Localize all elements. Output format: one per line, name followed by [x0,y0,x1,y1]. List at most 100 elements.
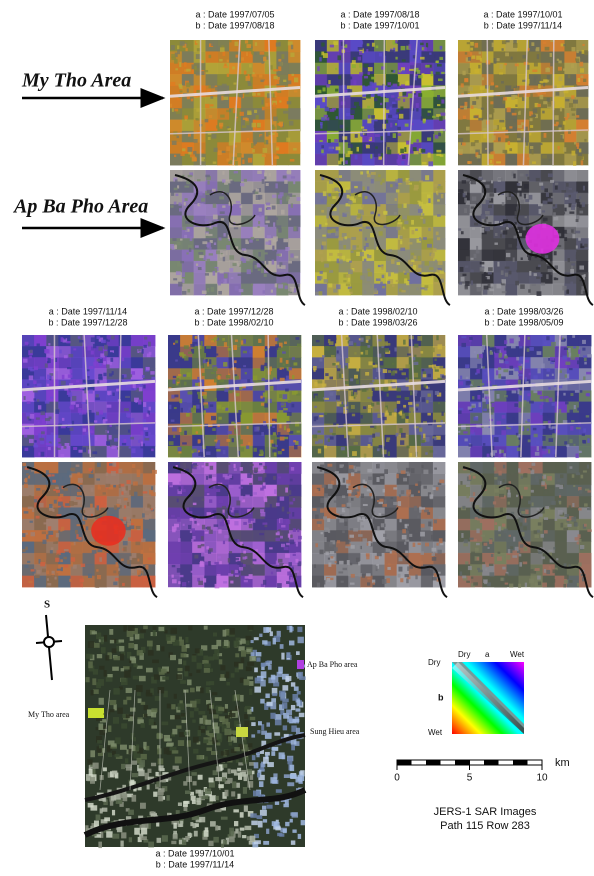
speckle [285,370,288,372]
speckle [568,258,570,262]
speckle [351,498,354,501]
speckle [353,286,356,290]
speckle [431,348,434,353]
speckle [332,363,335,366]
speckle [520,173,524,176]
speckle [362,98,366,100]
speckle [422,213,424,215]
speckle [125,396,130,398]
speckle [280,358,283,363]
texture [70,435,83,447]
speckle [404,542,406,545]
speckle [252,191,254,194]
speckle [176,271,181,275]
speckle [186,83,190,88]
speckle [274,76,278,79]
speckle [509,371,513,375]
speckle [229,551,232,553]
speckle [239,567,243,570]
speckle [423,486,426,489]
speckle [368,477,372,480]
speckle [437,104,440,106]
speckle [541,426,545,429]
speckle [114,438,118,442]
speckle [546,398,549,402]
speckle [105,484,110,487]
speckle [521,257,523,260]
speckle [329,392,333,395]
speckle [342,256,346,260]
speckle [317,521,322,524]
speckle [239,496,243,501]
speckle [509,148,512,151]
speckle [287,80,291,84]
speckle [315,543,318,547]
texture [458,413,471,425]
speckle [367,43,370,46]
speckle [319,415,323,417]
speckle [234,171,238,173]
speckle [228,390,233,393]
speckle [546,374,549,376]
speckle [220,380,224,383]
speckle [263,473,266,477]
speckle [78,336,81,339]
speckle [256,189,259,192]
speckle [370,154,372,159]
speckle [61,506,64,510]
speckle [248,74,250,78]
speckle [569,368,573,370]
texture [315,40,327,52]
speckle [114,505,117,509]
speckle [546,274,548,279]
speckle [132,569,135,573]
speckle [464,91,468,94]
speckle [500,64,503,69]
speckle [282,351,286,353]
speckle [427,244,432,248]
speckle [171,56,176,60]
speckle [62,477,64,480]
speckle [293,148,297,150]
speckle [48,447,51,450]
speckle [276,565,280,567]
speckle [258,268,261,271]
speckle [182,291,186,295]
speckle [529,195,533,200]
speckle [71,562,73,566]
speckle [349,535,354,538]
speckle [172,579,177,583]
speckle [287,512,291,514]
speckle [184,202,186,206]
speckle [275,538,280,541]
speckle [400,440,404,445]
speckle [534,273,537,276]
speckle [172,238,176,241]
speckle [76,497,81,499]
speckle [411,253,414,256]
speckle [524,184,529,189]
speckle [440,46,443,50]
speckle [286,519,291,524]
speckle [286,581,289,584]
speckle [464,439,467,442]
texture [253,564,266,576]
speckle [413,147,417,151]
speckle [358,193,361,196]
speckle [188,391,193,394]
speckle [221,279,224,282]
speckle [403,478,407,482]
speckle [293,498,295,501]
speckle [290,253,293,257]
speckle [477,106,480,109]
speckle [78,408,82,413]
speckle [476,284,480,287]
speckle [93,344,96,348]
speckle [201,198,205,202]
speckle [564,348,569,350]
speckle [558,67,562,71]
speckle [379,231,383,236]
speckle [375,253,379,257]
speckle [346,275,350,278]
speckle [286,376,289,380]
